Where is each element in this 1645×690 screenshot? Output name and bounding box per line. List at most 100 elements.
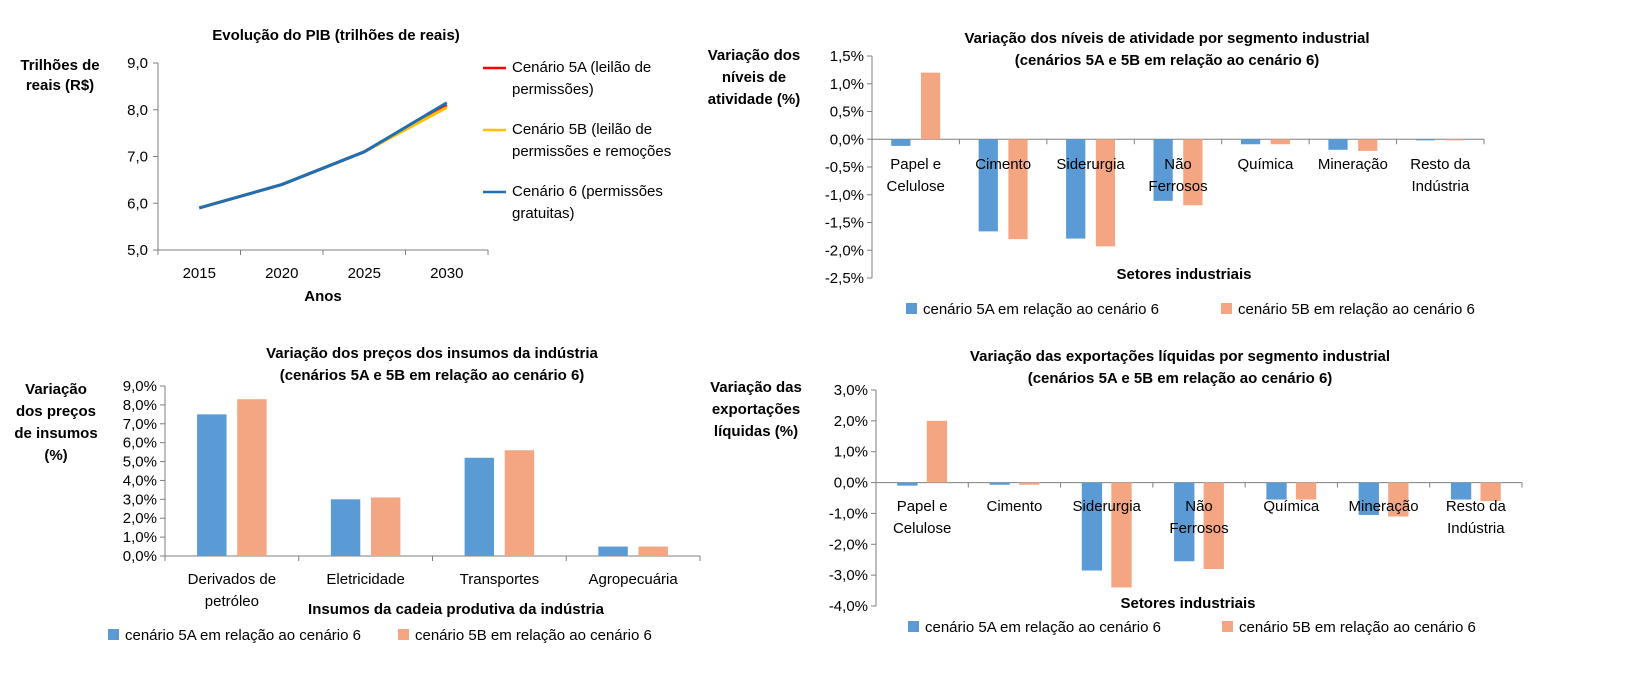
legend-label: Cenário 6 (permissões [512,183,663,200]
chart-pib: Evolução do PIB (trilhões de reais) Trilh… [20,27,671,305]
legend-label: cenário 5A em relação ao cenário 6 [125,627,361,644]
y-tick-label: 7,0 [127,149,148,166]
y-tick-label: -0,5% [825,159,864,176]
chart-title: (cenários 5A e 5B em relação ao cenário … [280,367,585,384]
bar [1450,482,1472,500]
x-axis-label: Anos [304,288,342,305]
x-tick-label: 2025 [348,265,381,282]
legend-swatch [906,303,917,314]
x-tick-label: Mineração [1349,498,1419,515]
legend-swatch [908,621,919,632]
bar [1153,139,1173,201]
y-axis-label: dos preços [16,403,96,420]
chart-exportacoes: Variação das exportações líquidas por se… [710,348,1523,636]
y-tick-label: -2,0% [825,242,864,259]
y-axis-label: (%) [44,447,67,464]
bar [330,499,361,556]
bar [370,497,401,556]
y-axis-label: líquidas (%) [714,423,798,440]
x-tick-label: Ferrosos [1148,178,1207,195]
bar [978,139,998,232]
y-tick-label: 1,0% [834,444,868,461]
x-tick-label: Química [1263,498,1320,515]
x-tick-label: Transportes [460,571,539,588]
bar [1066,139,1086,239]
x-tick-label: Papel e [897,498,948,515]
legend-label: cenário 5A em relação ao cenário 6 [925,619,1161,636]
y-tick-label: -1,0% [829,505,868,522]
y-tick-label: 0,0% [830,131,864,148]
x-tick-label: Química [1237,156,1294,173]
bar [1081,482,1103,571]
bar [1183,139,1203,206]
legend-swatch [1221,303,1232,314]
bar [1019,482,1040,485]
series-line [198,103,448,210]
legend-swatch [1222,621,1233,632]
x-tick-label: Celulose [893,520,951,537]
x-axis-label: Setores industriais [1116,266,1251,283]
x-tick-label: Mineração [1318,156,1388,173]
bar [1295,482,1317,500]
y-axis-label: Variação dos [708,47,801,64]
y-tick-label: 9,0% [123,378,157,395]
y-tick-label: -1,5% [825,215,864,232]
x-tick-label: petróleo [205,593,259,610]
y-axis-label: Trilhões de [20,57,99,74]
y-tick-label: 7,0% [123,416,157,433]
legend-label: gratuitas) [512,205,575,222]
legend-label: Cenário 5B (leilão de [512,121,652,138]
y-tick-label: 3,0% [834,382,868,399]
bar [926,420,948,483]
y-axis-label: reais (R$) [26,77,94,94]
y-axis-label: Variação das [710,379,802,396]
bar [920,72,941,140]
bar [464,457,495,556]
bar [1174,482,1195,562]
bar [1358,482,1379,515]
bar [1358,139,1378,151]
chart-title: Variação das exportações líquidas por se… [970,348,1390,365]
y-tick-label: 1,0% [123,529,157,546]
bar [1240,139,1261,145]
bar [197,414,227,556]
x-tick-label: Agropecuária [589,571,679,588]
y-tick-label: 8,0 [127,102,148,119]
bar [1480,482,1501,502]
y-tick-label: -2,0% [829,536,868,553]
bar [1270,139,1290,145]
x-tick-label: Resto da [1446,498,1507,515]
legend-label: permissões) [512,81,594,98]
x-tick-label: Indústria [1412,178,1470,195]
y-tick-label: -4,0% [829,598,868,615]
x-tick-label: Ferrosos [1169,520,1228,537]
bar [237,399,267,556]
chart-atividade: Variação dos níveis de atividade por seg… [708,30,1485,318]
y-tick-label: 3,0% [123,491,157,508]
x-tick-label: Derivados de [188,571,276,588]
legend-label: cenário 5B em relação ao cenário 6 [1239,619,1476,636]
x-tick-label: Cimento [986,498,1042,515]
bar [1266,482,1287,500]
y-tick-label: 4,0% [123,472,157,489]
x-tick-label: Resto da [1410,156,1471,173]
x-tick-label: 2030 [430,265,463,282]
y-tick-label: 0,0% [123,548,157,565]
x-axis-label: Setores industriais [1120,595,1255,612]
legend-label: cenário 5B em relação ao cenário 6 [415,627,652,644]
series-line [198,106,448,210]
legend-label: cenário 5B em relação ao cenário 6 [1238,301,1475,318]
y-axis-label: níveis de [722,69,786,86]
legend-swatch [108,629,119,640]
y-tick-label: 2,0% [834,413,868,430]
bar [1111,482,1132,588]
y-tick-label: 6,0% [123,435,157,452]
x-axis-label: Insumos da cadeia produtiva da indústria [308,601,605,618]
series-line [198,101,448,210]
x-tick-label: Não [1185,498,1213,515]
x-tick-label: Cimento [975,156,1031,173]
chart-title: Evolução do PIB (trilhões de reais) [212,27,460,44]
y-tick-label: -1,0% [825,187,864,204]
y-tick-label: 8,0% [123,397,157,414]
